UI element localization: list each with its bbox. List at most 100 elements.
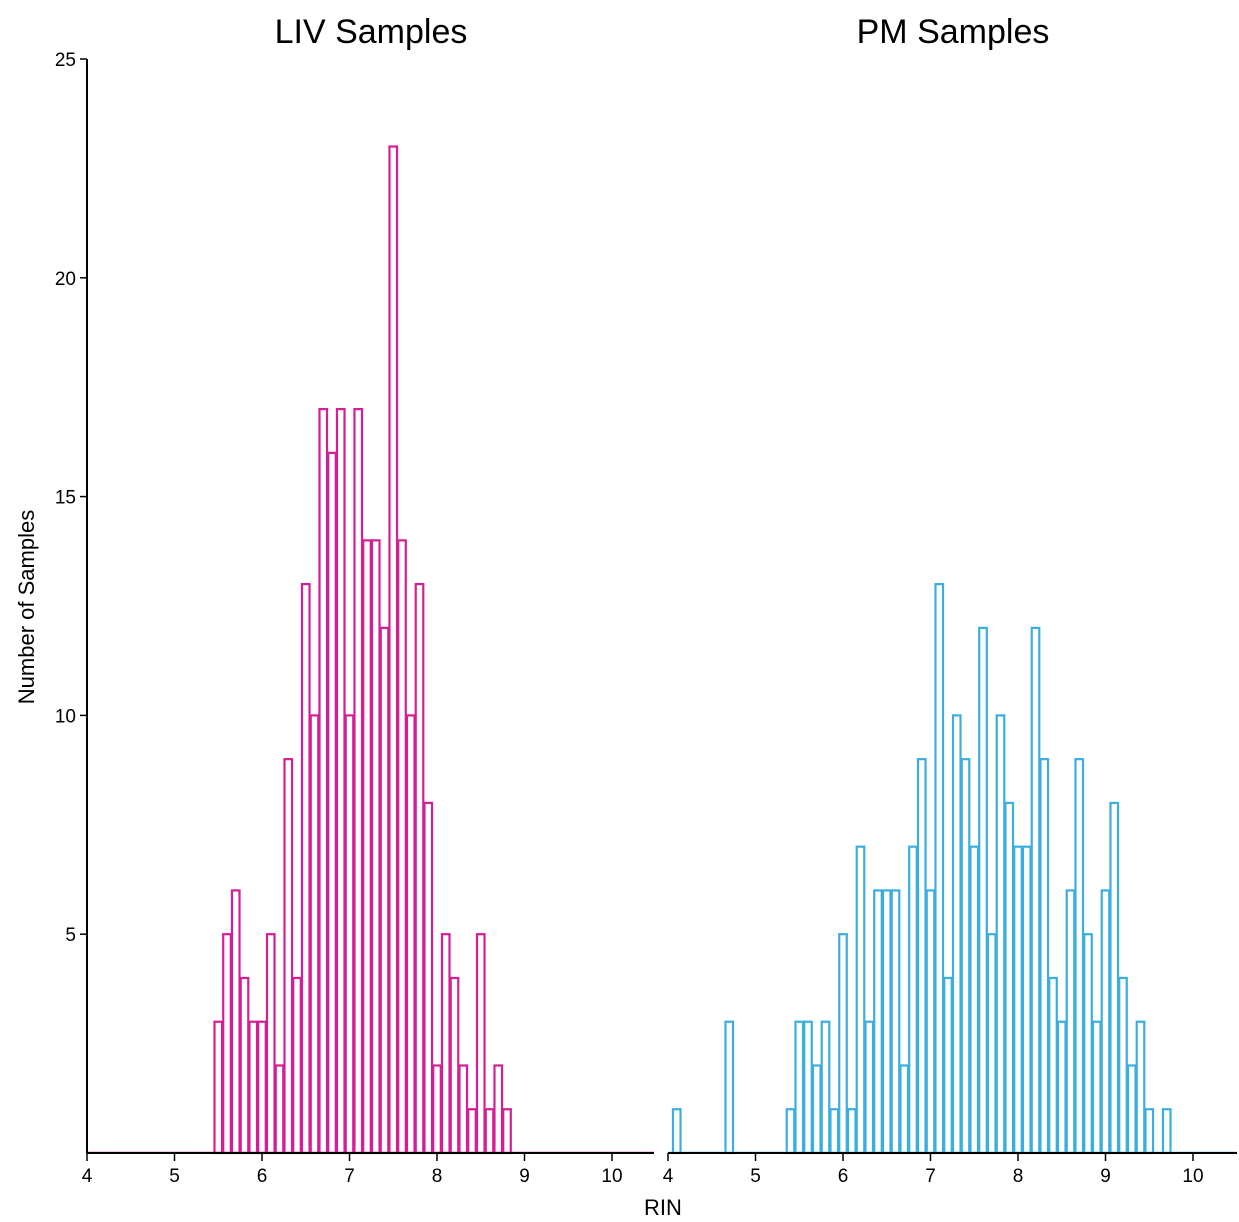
liv-histogram-bar	[458, 1064, 469, 1155]
liv-histogram-bar	[353, 407, 364, 1155]
liv-histogram-bar	[493, 1064, 504, 1155]
pm-histogram-bar	[855, 845, 866, 1155]
liv-x-tick-label: 5	[169, 1166, 180, 1187]
pm-histogram-bar	[1021, 845, 1032, 1155]
pm-histogram-bar	[864, 1020, 875, 1155]
pm-histogram-bar	[1091, 1020, 1102, 1155]
liv-histogram-bar	[239, 976, 250, 1155]
liv-histogram-bar	[344, 714, 355, 1155]
pm-histogram-bar	[934, 583, 945, 1155]
liv-histogram-bar	[370, 539, 381, 1155]
liv-histogram-bar	[423, 801, 434, 1155]
pm-histogram-bar	[1030, 626, 1041, 1155]
pm-histogram-bar	[890, 889, 901, 1155]
pm-histogram-bar	[724, 1020, 735, 1155]
liv-histogram-bars	[87, 145, 654, 1155]
pm-histogram-bar	[1056, 1020, 1067, 1155]
liv-histogram-bar	[230, 889, 241, 1155]
pm-histogram-bar	[908, 845, 918, 1155]
liv-x-tick-label: 6	[257, 1166, 268, 1187]
pm-histogram-bar	[916, 758, 927, 1155]
liv-histogram-bar	[283, 758, 294, 1155]
pm-histogram-bar	[838, 933, 848, 1155]
pm-histogram-bar	[995, 714, 1006, 1155]
liv-histogram-bar	[467, 1108, 477, 1155]
liv-x-tick-label: 10	[601, 1166, 622, 1187]
pm-histogram-bar	[1126, 1064, 1137, 1155]
pm-histogram-bar	[1118, 976, 1128, 1155]
pm-x-ticks: 4 5 6 7 8 9 10	[663, 1153, 1204, 1187]
liv-histogram-bar	[449, 976, 460, 1155]
liv-histogram-bar	[388, 145, 399, 1155]
y-tick-label: 15	[55, 488, 76, 509]
x-axis-label: RIN	[644, 1195, 682, 1220]
pm-histogram-bar	[820, 1020, 831, 1155]
pm-panel-title: PM Samples	[857, 13, 1050, 51]
liv-histogram-bar	[362, 539, 372, 1155]
liv-histogram-bar	[502, 1108, 512, 1155]
pm-histogram-bar	[969, 845, 980, 1155]
liv-histogram-bar	[397, 539, 407, 1155]
y-tick-label: 25	[55, 50, 76, 71]
liv-histogram-bar	[248, 1020, 259, 1155]
pm-histogram-bar	[1048, 976, 1058, 1155]
pm-histogram-bar	[785, 1108, 796, 1155]
pm-histogram-bar	[1074, 758, 1085, 1155]
liv-x-tick-label: 9	[519, 1166, 530, 1187]
liv-x-tick-label: 7	[344, 1166, 355, 1187]
liv-histogram-bar	[222, 933, 232, 1155]
pm-histogram-bar	[1083, 933, 1093, 1155]
liv-histogram-bar	[274, 1064, 285, 1155]
liv-x-ticks: 4 5 6 7 8 9 10	[82, 1153, 623, 1187]
liv-histogram-bar	[414, 583, 425, 1155]
liv-histogram-bar	[257, 1020, 267, 1155]
pm-histogram-bar	[846, 1108, 857, 1155]
pm-x-tick-label: 4	[663, 1166, 674, 1187]
liv-histogram-bar	[309, 714, 320, 1155]
liv-histogram-bar	[300, 583, 311, 1155]
liv-histogram-bar	[440, 933, 451, 1155]
liv-histogram-bar	[213, 1020, 224, 1155]
pm-histogram-bar	[829, 1108, 840, 1155]
pm-histogram-bar	[881, 889, 892, 1155]
liv-histogram-bar	[265, 933, 276, 1155]
pm-histogram-bar	[1144, 1108, 1155, 1155]
liv-histogram-bar	[379, 626, 390, 1155]
pm-histogram-bar	[1013, 845, 1023, 1155]
pm-histogram-bar	[1100, 889, 1111, 1155]
pm-histogram-bar	[873, 889, 883, 1155]
pm-histogram-bar	[951, 714, 962, 1155]
pm-x-tick-label: 5	[750, 1166, 761, 1187]
liv-histogram-bar	[318, 407, 329, 1155]
pm-histogram-bar	[671, 1108, 682, 1155]
liv-histogram-bar	[484, 1108, 495, 1155]
y-tick-label: 10	[55, 706, 76, 727]
pm-histogram-bar	[811, 1064, 822, 1155]
pm-histogram-bar	[1161, 1108, 1172, 1155]
pm-x-tick-label: 10	[1182, 1166, 1203, 1187]
liv-y-ticks: 5 10 15 20 25	[55, 50, 87, 946]
pm-histogram-bar	[1004, 801, 1015, 1155]
pm-histogram-bar	[943, 976, 953, 1155]
liv-histogram-bar	[292, 976, 302, 1155]
liv-histogram-bar	[475, 933, 486, 1155]
pm-histogram-bar	[899, 1064, 910, 1155]
pm-x-tick-label: 8	[1013, 1166, 1024, 1187]
liv-histogram-bar	[335, 407, 346, 1155]
pm-x-tick-label: 6	[838, 1166, 849, 1187]
liv-panel-title: LIV Samples	[275, 13, 468, 51]
liv-x-tick-label: 4	[82, 1166, 93, 1187]
pm-histogram-bar	[1065, 889, 1076, 1155]
pm-histogram-bar	[1135, 1020, 1146, 1155]
pm-x-tick-label: 7	[925, 1166, 936, 1187]
liv-panel: LIV Samples 5 10 15 20 25 4 5 6 7 8 9 10	[55, 13, 654, 1187]
liv-x-tick-label: 8	[432, 1166, 443, 1187]
pm-panel: PM Samples 4 5 6 7 8 9 10	[663, 13, 1237, 1187]
pm-histogram-bar	[1039, 758, 1050, 1155]
pm-histogram-bar	[1109, 801, 1120, 1155]
liv-histogram-bar	[432, 1064, 442, 1155]
liv-histogram-bar	[327, 451, 337, 1155]
pm-histogram-bar	[978, 626, 988, 1155]
pm-histogram-bar	[803, 1020, 813, 1155]
